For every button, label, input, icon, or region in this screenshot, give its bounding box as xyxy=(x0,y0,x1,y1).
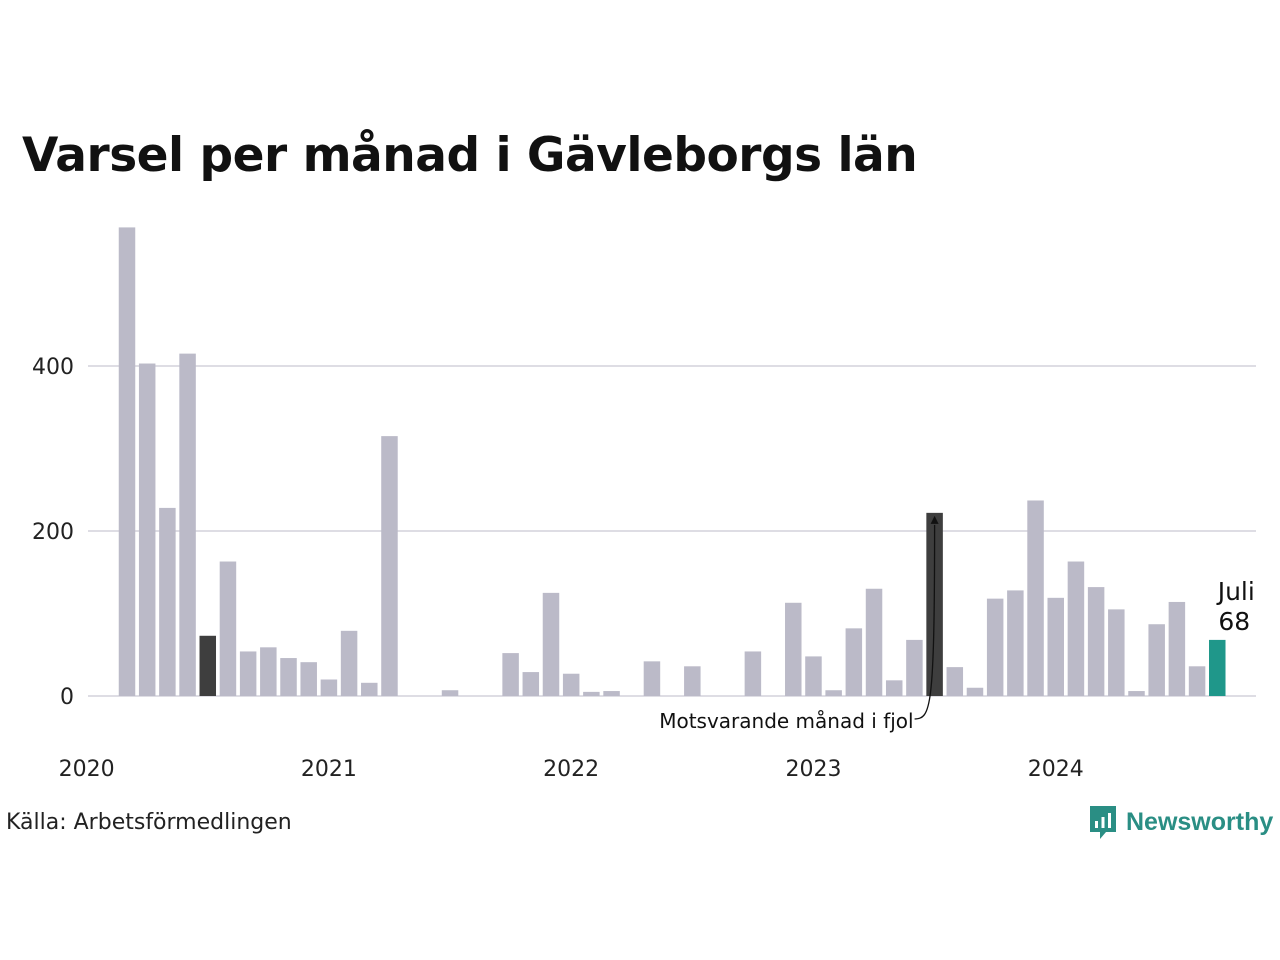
bar xyxy=(744,651,762,696)
bar xyxy=(1067,561,1085,696)
bar xyxy=(300,662,317,696)
bar xyxy=(1209,639,1226,696)
x-tick-label: 2021 xyxy=(301,757,357,782)
bar xyxy=(1188,666,1206,696)
annotations: Motsvarande månad i fjol Juli 68 xyxy=(659,515,1255,733)
bar xyxy=(502,653,519,696)
bar xyxy=(118,227,136,696)
newsworthy-logo: Newsworthy xyxy=(1088,804,1273,840)
bar xyxy=(1047,597,1064,696)
bar xyxy=(542,592,560,696)
bar xyxy=(522,672,540,696)
bar xyxy=(179,353,196,696)
bar xyxy=(986,598,1004,696)
bar xyxy=(805,656,822,696)
bar xyxy=(199,635,217,696)
bar xyxy=(906,639,923,696)
bar xyxy=(280,658,297,696)
bar xyxy=(885,680,903,696)
bar xyxy=(1108,609,1125,696)
bar xyxy=(1128,691,1145,696)
bar xyxy=(946,667,964,696)
bar xyxy=(583,691,600,696)
bar xyxy=(562,673,580,696)
bar xyxy=(340,630,358,696)
y-tick-label: 400 xyxy=(32,355,74,380)
annotation-previous-year: Motsvarande månad i fjol xyxy=(659,709,913,733)
bar xyxy=(603,691,620,696)
y-tick-label: 200 xyxy=(32,520,74,545)
y-tick-label: 0 xyxy=(60,685,74,710)
bar xyxy=(865,588,883,696)
chart-title: Varsel per månad i Gävleborgs län xyxy=(22,128,918,183)
bar xyxy=(845,628,863,696)
bar xyxy=(239,651,257,696)
x-axis-ticks: 2020 2021 2022 2023 2024 xyxy=(59,757,1084,782)
current-month-value: 68 xyxy=(1218,607,1250,636)
bar xyxy=(138,363,156,696)
x-tick-label: 2020 xyxy=(59,757,115,782)
annotation-arrow xyxy=(914,524,936,720)
bar xyxy=(1027,500,1044,696)
newsworthy-logo-icon xyxy=(1090,806,1116,839)
y-axis-ticks: 0 200 400 xyxy=(32,355,74,710)
x-tick-label: 2022 xyxy=(543,757,599,782)
bar xyxy=(260,647,277,696)
bar xyxy=(1168,601,1186,696)
current-month-label: Juli xyxy=(1216,577,1255,606)
bar xyxy=(1007,590,1024,696)
bar xyxy=(643,661,661,696)
x-tick-label: 2024 xyxy=(1028,757,1084,782)
bar xyxy=(966,687,984,696)
bar xyxy=(785,602,802,696)
source-note: Källa: Arbetsförmedlingen xyxy=(6,810,292,835)
bar xyxy=(159,507,176,696)
bars xyxy=(118,227,1226,696)
bar xyxy=(320,679,338,696)
bar xyxy=(361,682,378,696)
bar xyxy=(219,561,237,696)
bar xyxy=(684,666,701,696)
bar-chart: 0 200 400 2020 2021 2022 2023 2024 Motsvarande… xyxy=(32,227,1256,782)
logo-text: Newsworthy xyxy=(1126,807,1274,836)
bar xyxy=(1087,587,1105,696)
bar xyxy=(441,690,459,696)
x-tick-label: 2023 xyxy=(785,757,841,782)
bar xyxy=(825,690,842,696)
bar xyxy=(381,436,398,696)
bar xyxy=(1148,624,1165,696)
annotation-arrow-head xyxy=(930,515,939,524)
